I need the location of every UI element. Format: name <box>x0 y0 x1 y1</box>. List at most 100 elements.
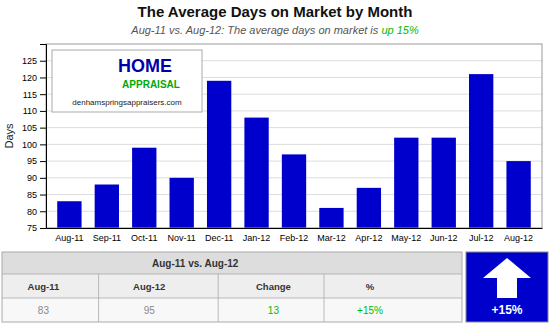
tick-label: 90 <box>27 173 37 183</box>
tick-mark <box>40 111 46 112</box>
table-values-bg <box>2 298 462 322</box>
tick-mark <box>40 211 46 212</box>
tick: 125 <box>22 56 46 66</box>
tick-mark <box>40 77 46 78</box>
bar <box>95 185 119 228</box>
bar <box>357 188 381 228</box>
table-value: +15% <box>357 305 383 316</box>
tick: Feb-12 <box>280 233 309 243</box>
tick-label: Sep-11 <box>93 233 121 243</box>
bar <box>57 201 81 228</box>
tick: 75 <box>27 223 46 233</box>
tick-label: 105 <box>22 123 37 133</box>
subtitle-part: Aug-11 vs. Aug-12: The average days on m… <box>130 24 381 36</box>
tick: Dec-11 <box>205 233 233 243</box>
arrow-text: +15% <box>491 303 522 317</box>
tick: 105 <box>22 123 46 133</box>
logo-box <box>52 50 202 112</box>
arrow-box-bg <box>466 252 548 322</box>
tick-label: Aug-12 <box>504 233 533 243</box>
tick: Jun-12 <box>430 233 458 243</box>
table-column-label: Aug-12 <box>133 281 165 292</box>
tick-mark <box>40 228 46 229</box>
bar <box>282 154 306 228</box>
subtitle-part: up 15% <box>381 24 419 36</box>
table-rule <box>2 298 462 299</box>
tick: Jul-12 <box>469 233 494 243</box>
tick: 115 <box>23 90 46 100</box>
table: Aug-11 vs. Aug-12 Aug-11 Aug-12 Change% 83 95… <box>2 252 462 322</box>
tick-label: Jul-12 <box>469 233 494 243</box>
tick: 90 <box>27 173 46 183</box>
bar <box>469 74 493 228</box>
bars <box>57 74 531 228</box>
tick-label: Jan-12 <box>243 233 271 243</box>
tick-label: Oct-11 <box>131 233 157 243</box>
table-column-label: % <box>366 281 375 292</box>
tick-mark <box>40 144 46 145</box>
table-border <box>2 252 462 322</box>
axis-line <box>47 228 543 229</box>
arrow-icon <box>483 258 531 298</box>
tick-mark <box>40 61 46 62</box>
chart-root: The Average Days on Market by MonthAug-1… <box>0 0 550 325</box>
tick-label: Aug-11 <box>55 233 83 243</box>
tick-label: 75 <box>27 223 37 233</box>
tick-label: Mar-12 <box>317 233 346 243</box>
plot-frame <box>46 44 542 228</box>
bar <box>207 81 231 228</box>
tick: 120 <box>22 73 46 83</box>
table-value: 83 <box>38 305 50 316</box>
tick: Mar-12 <box>317 233 346 243</box>
grid-line <box>46 144 542 145</box>
tick: 100 <box>22 140 46 150</box>
tick: Jan-12 <box>243 233 271 243</box>
tick: Nov-11 <box>168 233 196 243</box>
table-divider <box>98 274 99 322</box>
tick-label: 100 <box>22 140 37 150</box>
bar <box>244 118 268 228</box>
arrow-box: +15% <box>466 252 548 322</box>
table-rule <box>2 274 462 275</box>
table-divider <box>218 274 219 322</box>
bar <box>394 138 418 228</box>
tick-label: 95 <box>27 156 37 166</box>
tick-label: 115 <box>23 90 37 100</box>
tick: Apr-12 <box>355 233 382 243</box>
y-axis: 75 80 85 90 95 100 105 110 115 120 125 <box>22 45 47 234</box>
tick: May-12 <box>391 233 421 243</box>
y-axis-label: Days <box>3 123 15 149</box>
logo: HOMEAPPRAISALdenhamspringsappraisers.com <box>52 50 202 112</box>
logo-text: denhamspringsappraisers.com <box>72 98 182 107</box>
table-column-label: Change <box>256 281 291 292</box>
axis-line <box>40 45 47 229</box>
tick-mark <box>40 161 46 162</box>
tick-label: Feb-12 <box>280 233 309 243</box>
table-columns-bg <box>2 274 462 298</box>
tick: Aug-11 <box>55 233 83 243</box>
table-header-bg <box>2 252 462 274</box>
tick-label: Jun-12 <box>430 233 458 243</box>
tick: 85 <box>27 190 46 200</box>
tick-mark <box>40 178 46 179</box>
tick-label: May-12 <box>391 233 421 243</box>
x-axis: Aug-11 Sep-11 Oct-11 Nov-11 Dec-11 Jan-12 Feb-… <box>47 229 543 244</box>
tick: Oct-11 <box>131 233 157 243</box>
table-column-label: Aug-11 <box>28 281 60 292</box>
bar <box>319 208 343 228</box>
bar <box>132 148 156 228</box>
tick: 95 <box>27 156 46 166</box>
bar <box>432 138 456 228</box>
tick-label: 120 <box>22 73 37 83</box>
tick: Sep-11 <box>93 233 121 243</box>
table-value: 95 <box>144 305 156 316</box>
tick-label: 80 <box>27 207 37 217</box>
table-header: Aug-11 vs. Aug-12 <box>152 258 239 269</box>
tick-mark <box>40 195 46 196</box>
table-value: 13 <box>268 305 280 316</box>
subtitle: Aug-11 vs. Aug-12: The average days on m… <box>130 24 419 36</box>
tick-label: 125 <box>22 56 37 66</box>
tick-label: 110 <box>23 106 37 116</box>
tick-mark <box>40 94 46 95</box>
bar <box>170 178 194 228</box>
